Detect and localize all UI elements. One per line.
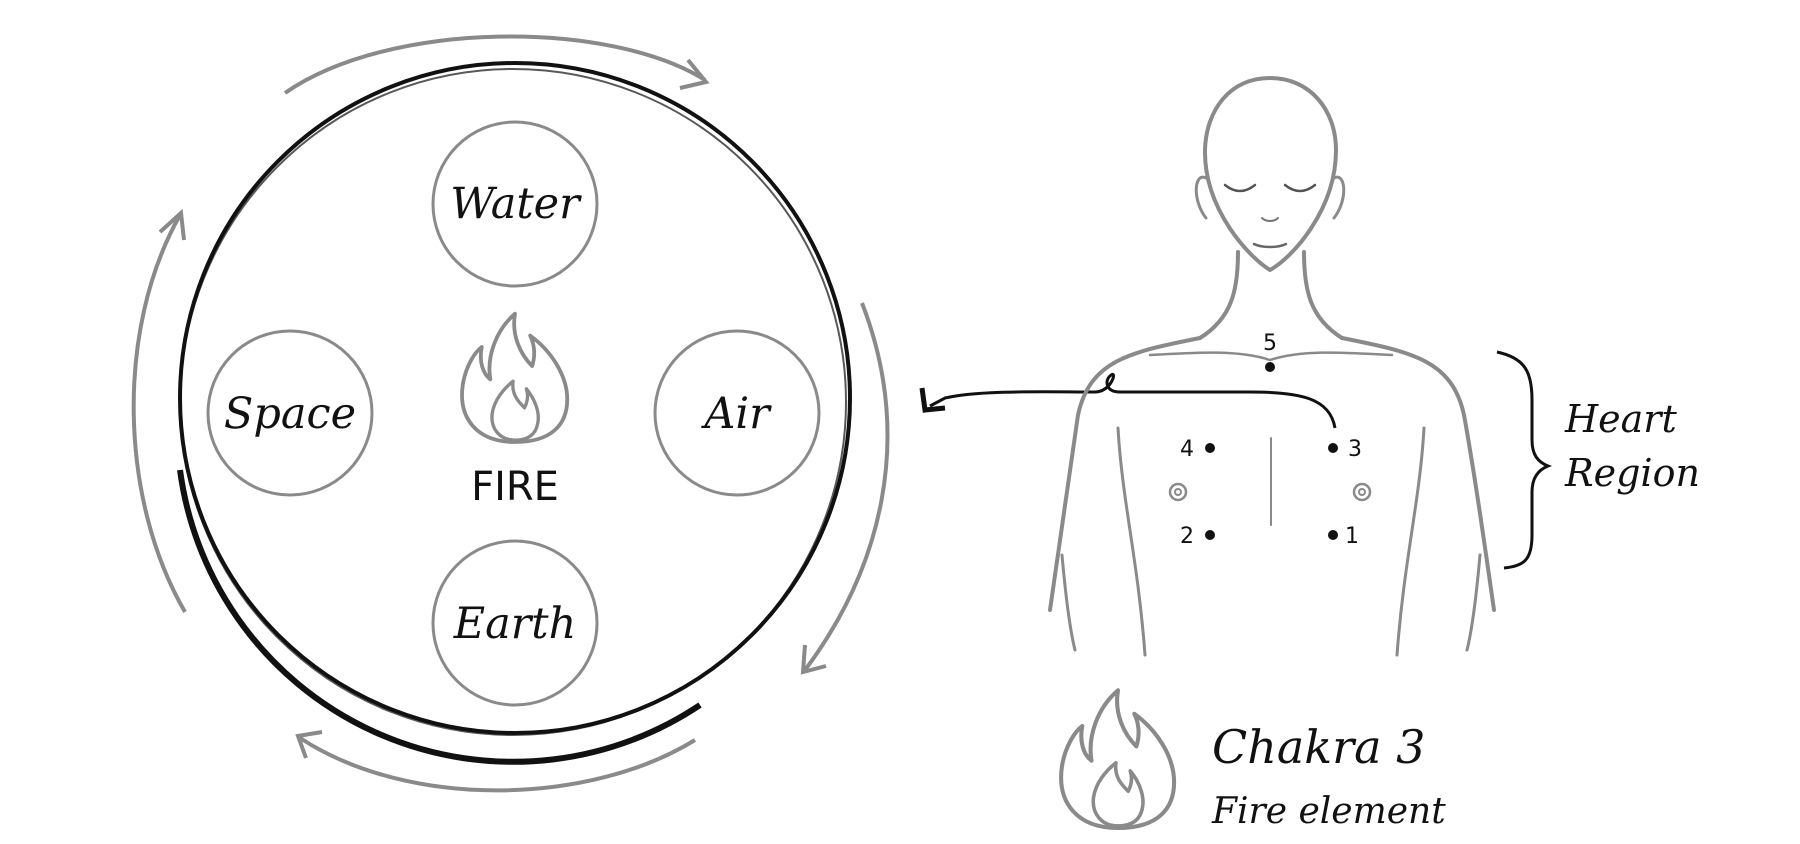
cycle-arrow-bottom [298, 736, 697, 793]
collar-bones [1148, 351, 1394, 362]
left-torso [1116, 426, 1147, 657]
point-5-dot [1265, 362, 1275, 372]
cycle-arrow-top [283, 34, 707, 95]
element-air: Air [653, 329, 821, 497]
heart-region-label-line2: Region [1564, 451, 1700, 495]
element-earth: Earth [431, 539, 599, 707]
right-nipple [1352, 482, 1372, 502]
point-3-label: 3 [1348, 437, 1362, 462]
cycle-arrow-left-head [158, 208, 186, 241]
cycle-arrow-top-head [679, 58, 710, 90]
point-1-label: 1 [1345, 524, 1359, 549]
element-water-label: Water [450, 179, 582, 229]
element-space-label: Space [224, 389, 356, 439]
chakra-title: Chakra 3 [1212, 720, 1425, 774]
neck-left [1198, 250, 1240, 340]
element-wheel: Water Space Air Earth FIRE [131, 34, 890, 793]
element-space: Space [206, 329, 374, 497]
point-5-label: 5 [1263, 331, 1277, 356]
acupoints: 5 4 3 2 1 [1180, 331, 1362, 549]
neck-right [1302, 250, 1344, 340]
flame-icon [460, 311, 570, 444]
cycle-arrow-right-head [800, 644, 827, 675]
human-figure [1048, 76, 1496, 657]
right-arm-inner [1465, 553, 1482, 652]
point-3-dot [1328, 443, 1338, 453]
left-arm-inner [1060, 553, 1077, 652]
wheel-center-label: FIRE [471, 464, 559, 510]
flame-icon [1061, 690, 1174, 828]
point-2-label: 2 [1180, 524, 1194, 549]
point-4-label: 4 [1180, 437, 1194, 462]
element-air-label: Air [700, 389, 772, 439]
left-eye [1223, 183, 1257, 193]
element-earth-label: Earth [453, 599, 577, 649]
right-torso [1395, 426, 1426, 657]
left-nipple [1168, 482, 1188, 502]
wheel-outer-circle-shade [179, 68, 847, 736]
cycle-arrow-right [803, 302, 890, 672]
point-2-dot [1205, 530, 1215, 540]
mouth [1252, 242, 1288, 249]
head-outline [1202, 76, 1338, 272]
right-ear [1332, 175, 1346, 220]
cycle-arrow-left [131, 214, 187, 614]
chakra-subtitle: Fire element [1211, 791, 1446, 832]
point-4-dot [1205, 443, 1215, 453]
heart-region-brace: Heart Region [1496, 350, 1700, 570]
right-shoulder-arm [1340, 336, 1496, 612]
left-ear [1194, 175, 1208, 220]
left-shoulder-arm [1048, 336, 1202, 612]
element-water: Water [431, 120, 599, 288]
connector-arrow [919, 372, 1337, 429]
heart-region-label-line1: Heart [1564, 397, 1677, 441]
cycle-arrow-bottom-head [295, 730, 323, 759]
point-1-dot [1328, 530, 1338, 540]
wheel-outer-circle-heavy-edge [177, 469, 702, 765]
right-eye [1283, 183, 1317, 193]
nose [1261, 217, 1279, 222]
chakra-caption: Chakra 3 Fire element [1061, 690, 1446, 832]
